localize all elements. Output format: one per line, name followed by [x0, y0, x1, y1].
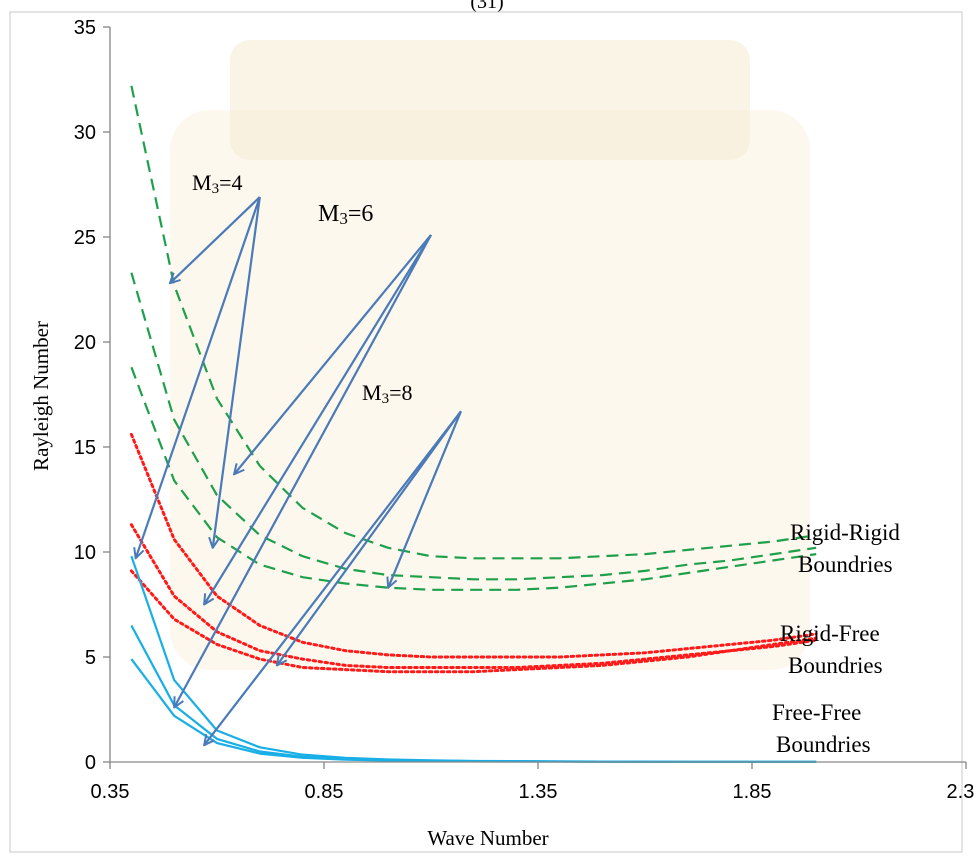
x-tick-label: 1.35 [519, 781, 558, 803]
annotation-arrow [277, 410, 462, 665]
annotation-arrow [204, 410, 462, 745]
y-tick-label: 15 [74, 437, 96, 459]
annotation-arrow [388, 410, 462, 587]
x-tick-label: 2.35 [947, 781, 974, 803]
x-axis-title: Wave Number [427, 826, 548, 850]
series-line-rigid-free-1 [129, 432, 818, 659]
y-tick-label: 0 [85, 752, 96, 774]
group-label-free-free: Boundries [776, 732, 871, 757]
annotations: M3=4 M3=6 M3=8 [136, 170, 462, 745]
annotation-arrow [234, 234, 432, 474]
group-label-rigid-rigid: Boundries [798, 552, 893, 577]
watermark [170, 40, 810, 670]
x-tick-label: 1.85 [733, 781, 772, 803]
annotation-arrow [136, 196, 261, 558]
annotation-arrow [170, 196, 261, 283]
series-line-free-free-3 [130, 658, 817, 763]
y-tick-label: 5 [85, 647, 96, 669]
group-label-free-free: Free-Free [772, 700, 861, 725]
group-label-rigid-free: Boundries [788, 653, 883, 678]
annotation-arrow [204, 234, 432, 605]
series-line-rigid-free-3 [129, 569, 818, 674]
annotation-label: M3=6 [318, 201, 373, 228]
series-line-rigid-rigid-3 [130, 366, 817, 591]
annotation-label: M3=8 [362, 380, 412, 407]
header-fragment: (31) [470, 0, 503, 13]
annotation-arrow [213, 196, 261, 548]
y-tick-label: 25 [74, 227, 96, 249]
y-tick-label: 30 [74, 122, 96, 144]
y-tick-label: 10 [74, 542, 96, 564]
annotation-arrow [174, 234, 432, 708]
annotation-label: M3=4 [192, 170, 242, 197]
group-label-rigid-free: Rigid-Free [780, 621, 880, 646]
plot-area: Rigid-Rigid Boundries Rigid-Free Boundries F… [129, 85, 900, 763]
chart-frame [9, 11, 963, 853]
group-label-rigid-rigid: Rigid-Rigid [790, 520, 900, 545]
axes: 0 5 10 15 20 25 30 35 0.35 0.85 1.35 1.85 2.35 [74, 17, 974, 803]
x-tick-label: 0.85 [305, 781, 344, 803]
y-axis-title: Rayleigh Number [29, 321, 53, 471]
x-tick-label: 0.35 [91, 781, 130, 803]
y-tick-label: 35 [74, 17, 96, 39]
y-tick-label: 20 [74, 332, 96, 354]
series-line-rigid-rigid-1 [130, 85, 817, 560]
series-line-rigid-free-2 [129, 523, 818, 669]
series-line-rigid-rigid-2 [130, 272, 817, 581]
